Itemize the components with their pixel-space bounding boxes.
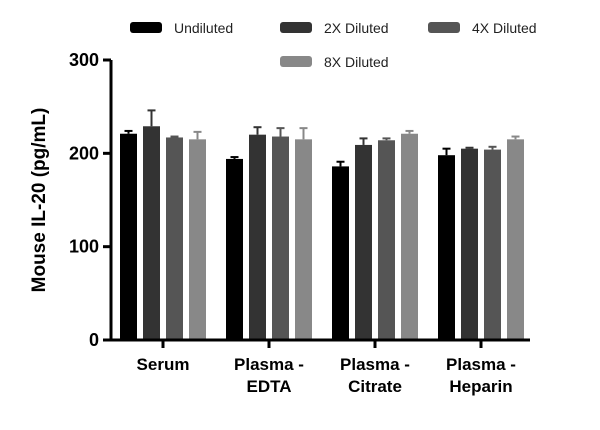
y-axis-title: Mouse IL-20 (pg/mL) [29, 108, 50, 293]
bar [484, 149, 501, 340]
legend: Undiluted 2X Diluted 4X Diluted 8X Diluted [130, 20, 537, 70]
bar [249, 134, 266, 340]
x-tick-label: Plasma -EDTA [234, 355, 304, 396]
x-tick-label: Serum [137, 355, 190, 374]
axes [109, 60, 530, 342]
bar [507, 139, 524, 340]
legend-label: 8X Diluted [324, 54, 389, 70]
legend-swatch [280, 22, 312, 33]
bar [332, 166, 349, 340]
legend-label: 2X Diluted [324, 20, 389, 36]
bar [295, 139, 312, 340]
bar [438, 155, 455, 340]
legend-label: Undiluted [174, 20, 233, 36]
bar [226, 158, 243, 340]
y-tick-label: 200 [69, 143, 99, 163]
bar [189, 139, 206, 340]
bars [120, 109, 524, 341]
x-tick-label: Plasma -Heparin [446, 355, 516, 396]
y-tick-label: 300 [69, 50, 99, 70]
y-tick-label: 0 [89, 330, 99, 350]
legend-swatch [130, 22, 162, 33]
x-ticks: Serum Plasma -EDTA Plasma -Citrate Plasma -… [137, 340, 516, 396]
legend-swatch [428, 22, 460, 33]
bar [355, 144, 372, 340]
bar [378, 140, 395, 340]
y-ticks: 0 100 200 300 [69, 50, 111, 350]
bar [166, 137, 183, 340]
bar [401, 133, 418, 340]
x-tick-label: Plasma -Citrate [340, 355, 410, 396]
legend-swatch [280, 56, 312, 67]
bar [461, 148, 478, 340]
legend-label: 4X Diluted [472, 20, 537, 36]
bar [120, 133, 137, 340]
bar [272, 136, 289, 340]
y-tick-label: 100 [69, 237, 99, 257]
bar [143, 126, 160, 341]
